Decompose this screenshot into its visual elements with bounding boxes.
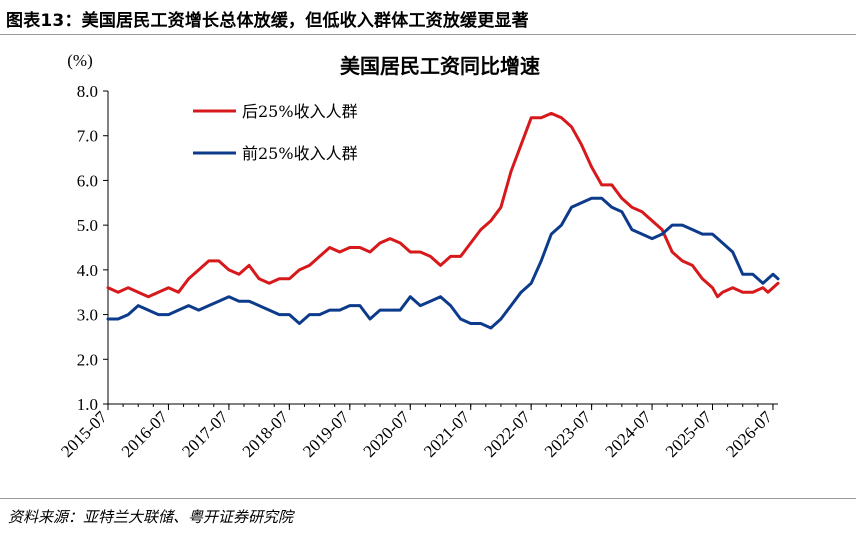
y-tick-label: 3.0: [77, 306, 98, 325]
line-chart: 美国居民工资同比增速 (%) 1.0 2.0 3.0 4.0 5.0 6.0 7.0 8.0 2…: [57, 51, 780, 461]
x-tick-label: 2022-07: [480, 407, 534, 461]
x-tick-label: 2019-07: [299, 407, 353, 461]
x-tick-label: 2025-07: [662, 407, 716, 461]
y-tick-label: 5.0: [77, 216, 98, 235]
legend-label-2: 前25%收入人群: [242, 144, 358, 163]
x-tick-label: 2026-07: [722, 407, 776, 461]
series-line-1: [106, 111, 780, 299]
figure-header: 图表13：美国居民工资增长总体放缓，但低收入群体工资放缓更显著: [0, 0, 856, 35]
y-tick-label: 6.0: [77, 171, 98, 190]
y-axis-unit-label: (%): [67, 51, 92, 70]
x-tick-label: 2020-07: [360, 407, 414, 461]
series-line-2: [106, 196, 780, 330]
x-tick-label: 2015-07: [57, 407, 111, 461]
figure-caption: 图表13：美国居民工资增长总体放缓，但低收入群体工资放缓更显著: [6, 11, 529, 31]
y-tick-label: 1.0: [77, 395, 98, 414]
x-tick-label: 2023-07: [541, 407, 595, 461]
x-tick-label: 2021-07: [420, 407, 474, 461]
x-tick-label: 2017-07: [178, 407, 232, 461]
x-tick-label: 2016-07: [118, 407, 172, 461]
x-tick-label: 2024-07: [601, 407, 655, 461]
legend-label-1: 后25%收入人群: [242, 102, 358, 121]
source-note: 资料来源：亚特兰大联储、粤开证券研究院: [8, 508, 294, 526]
y-tick-label: 7.0: [77, 127, 98, 146]
x-tick-label: 2018-07: [239, 407, 293, 461]
figure-footer: 资料来源：亚特兰大联储、粤开证券研究院: [0, 498, 856, 537]
y-tick-label: 2.0: [77, 350, 98, 369]
series-layer: [106, 111, 780, 330]
y-tick-label: 4.0: [77, 261, 98, 280]
y-tick-label: 8.0: [77, 82, 98, 101]
chart-title: 美国居民工资同比增速: [340, 54, 540, 78]
